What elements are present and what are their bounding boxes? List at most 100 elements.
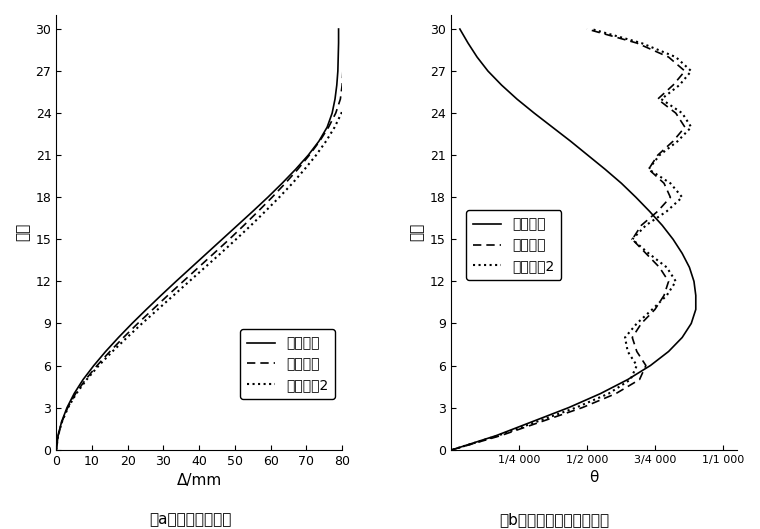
重力模型 [328,110,337,116]
刚度模型2 [347,40,356,46]
重力模型 [583,152,592,158]
Text: （a）楼层位移对比: （a）楼层位移对比 [149,512,231,527]
重力模型 [89,362,98,369]
刚度模型2 [671,278,680,285]
重力模型 [497,82,506,88]
重力模型 [187,264,196,270]
刚度模型 [339,26,348,32]
重力模型 [646,362,655,369]
刚度模型2 [345,82,354,88]
刚度模型2 [678,110,687,116]
刚度模型2 [572,404,581,411]
Legend: 重力模型, 刚度模型, 刚度模型2: 重力模型, 刚度模型, 刚度模型2 [467,211,562,280]
刚度模型2 [185,278,194,285]
刚度模型 [680,124,689,130]
刚度模型2 [657,96,666,102]
刚度模型2 [678,194,687,200]
重力模型 [249,208,258,214]
重力模型 [277,180,287,186]
Line: 刚度模型: 刚度模型 [56,29,344,450]
刚度模型2 [626,376,635,382]
刚度模型 [496,432,505,439]
刚度模型2 [53,432,62,439]
刚度模型 [81,376,90,382]
重力模型 [645,208,654,214]
刚度模型 [637,320,646,326]
刚度模型 [71,390,80,397]
刚度模型2 [337,110,346,116]
刚度模型2 [330,124,339,130]
刚度模型2 [687,124,696,130]
重力模型 [70,390,79,397]
刚度模型 [52,446,61,453]
刚度模型 [339,54,348,60]
刚度模型2 [673,138,682,144]
刚度模型 [336,96,345,102]
刚度模型 [194,264,203,270]
刚度模型 [58,418,67,425]
刚度模型2 [261,208,270,214]
重力模型 [455,26,464,32]
刚度模型 [293,166,302,172]
刚度模型2 [288,180,297,186]
刚度模型 [664,278,673,285]
Y-axis label: 楼层: 楼层 [410,223,425,241]
重力模型 [492,432,501,439]
刚度模型 [641,362,651,369]
刚度模型2 [274,194,283,200]
重力模型 [142,306,151,313]
刚度模型2 [58,418,67,425]
刚度模型2 [201,264,210,270]
Y-axis label: 楼层: 楼层 [15,223,30,241]
刚度模型2 [52,446,61,453]
刚度模型2 [666,180,675,186]
刚度模型 [578,404,587,411]
刚度模型 [666,194,675,200]
刚度模型2 [623,348,632,354]
刚度模型2 [628,236,637,242]
Text: （b）楼层层间位移角对比: （b）楼层层间位移角对比 [500,512,610,527]
重力模型 [202,250,211,257]
重力模型 [512,96,521,102]
刚度模型2 [94,362,103,369]
刚度模型 [93,362,102,369]
重力模型 [331,96,340,102]
刚度模型2 [637,40,646,46]
刚度模型2 [312,152,321,158]
Line: 刚度模型: 刚度模型 [453,29,685,450]
刚度模型 [179,278,188,285]
重力模型 [596,390,605,397]
刚度模型 [637,222,646,229]
刚度模型 [280,180,290,186]
刚度模型2 [347,68,356,74]
刚度模型 [106,348,115,354]
刚度模型 [324,124,333,130]
重力模型 [464,40,473,46]
刚度模型2 [648,306,657,313]
刚度模型 [339,40,348,46]
刚度模型2 [300,166,309,172]
刚度模型 [669,82,678,88]
X-axis label: Δ/mm: Δ/mm [176,473,222,488]
刚度模型 [337,82,347,88]
刚度模型2 [347,26,356,32]
刚度模型 [582,26,591,32]
刚度模型 [209,250,218,257]
刚度模型 [119,334,128,341]
重力模型 [62,404,71,411]
重力模型 [657,222,667,229]
重力模型 [678,334,687,341]
刚度模型2 [342,96,351,102]
刚度模型2 [216,250,225,257]
刚度模型 [63,404,72,411]
重力模型 [263,194,272,200]
重力模型 [664,348,673,354]
刚度模型2 [662,264,671,270]
刚度模型2 [632,362,641,369]
刚度模型 [680,68,689,74]
刚度模型2 [644,166,653,172]
重力模型 [617,180,626,186]
重力模型 [685,264,694,270]
刚度模型 [268,194,277,200]
刚度模型 [338,68,347,74]
